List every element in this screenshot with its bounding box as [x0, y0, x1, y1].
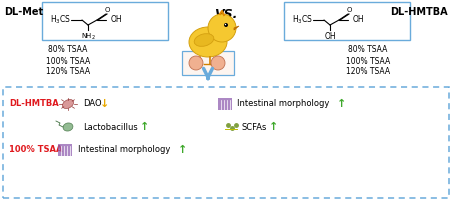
Text: H$_3$CS: H$_3$CS [291, 14, 313, 26]
Text: Lactobacillus: Lactobacillus [83, 122, 138, 132]
Text: ↑: ↑ [336, 99, 345, 109]
Text: NH$_2$: NH$_2$ [80, 32, 95, 42]
Text: 120% TSAA: 120% TSAA [345, 68, 389, 76]
Circle shape [207, 14, 235, 42]
Text: VS.: VS. [214, 8, 237, 21]
Text: DL-HMTBA: DL-HMTBA [9, 99, 59, 108]
FancyBboxPatch shape [217, 98, 231, 110]
Text: Intestinal morphology: Intestinal morphology [236, 99, 329, 108]
FancyBboxPatch shape [3, 87, 448, 198]
Text: 100% TSAA: 100% TSAA [345, 56, 389, 66]
Ellipse shape [62, 99, 74, 109]
Text: SCFAs: SCFAs [241, 122, 267, 132]
Ellipse shape [194, 34, 213, 46]
Text: OH: OH [352, 16, 364, 24]
Text: O: O [104, 6, 110, 12]
Polygon shape [234, 26, 239, 30]
Text: OH: OH [111, 16, 122, 24]
Circle shape [211, 56, 225, 70]
Circle shape [224, 24, 226, 25]
Text: ↑: ↑ [140, 122, 149, 132]
Text: Intestinal morphology: Intestinal morphology [78, 146, 170, 154]
Text: DAO: DAO [83, 99, 101, 108]
Text: OH: OH [323, 32, 335, 41]
Circle shape [224, 23, 227, 27]
Ellipse shape [189, 27, 226, 57]
FancyBboxPatch shape [283, 2, 409, 40]
Circle shape [189, 56, 202, 70]
Text: 100% TSAA: 100% TSAA [46, 56, 90, 66]
Text: 120% TSAA: 120% TSAA [46, 68, 90, 76]
Text: 80% TSAA: 80% TSAA [348, 46, 387, 54]
FancyBboxPatch shape [42, 2, 168, 40]
Text: O: O [345, 6, 351, 12]
FancyBboxPatch shape [58, 144, 72, 156]
Text: ↑: ↑ [268, 122, 278, 132]
Text: ↑: ↑ [178, 145, 187, 155]
Text: 80% TSAA: 80% TSAA [48, 46, 87, 54]
Text: H$_3$CS: H$_3$CS [50, 14, 71, 26]
Text: ↓: ↓ [100, 99, 109, 109]
Text: DL-HMTBA: DL-HMTBA [390, 7, 447, 17]
Text: DL-Met: DL-Met [4, 7, 43, 17]
Text: 100% TSAA: 100% TSAA [9, 146, 62, 154]
Ellipse shape [63, 123, 73, 131]
FancyBboxPatch shape [182, 51, 234, 75]
